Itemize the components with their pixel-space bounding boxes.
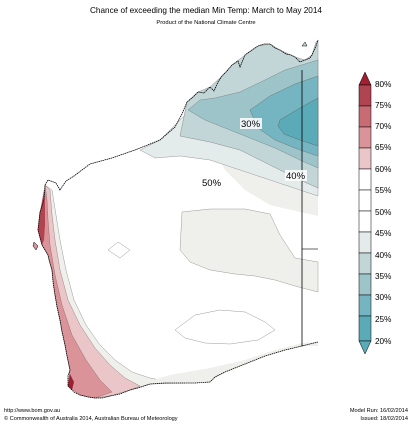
island-1 bbox=[32, 241, 39, 251]
legend-label: 40% bbox=[375, 251, 392, 260]
legend-label: 80% bbox=[375, 80, 392, 89]
legend-colorbar bbox=[358, 71, 372, 355]
legend-label: 75% bbox=[375, 101, 392, 110]
contour-label-30: 30% bbox=[241, 119, 261, 130]
legend-label: 35% bbox=[375, 272, 392, 281]
contour-label-50: 50% bbox=[202, 178, 222, 189]
legend-arrow-top bbox=[358, 71, 372, 86]
contour-label-40: 40% bbox=[286, 171, 306, 182]
legend-label: 25% bbox=[375, 315, 392, 324]
white-area-south bbox=[174, 309, 276, 345]
band-20 bbox=[277, 97, 319, 147]
legend-label: 55% bbox=[375, 186, 392, 195]
map-subtitle: Product of the National Climate Centre bbox=[156, 20, 256, 26]
island-2 bbox=[301, 41, 308, 47]
south-gray-band bbox=[140, 342, 318, 384]
footer-issued: Issued: 18/02/2014 bbox=[360, 416, 408, 422]
band-75-southwest bbox=[38, 190, 45, 245]
footer-copyright: © Commonwealth of Australia 2014, Austra… bbox=[4, 416, 178, 422]
legend-label: 70% bbox=[375, 122, 392, 131]
map-title: Chance of exceeding the median Min Temp:… bbox=[90, 6, 322, 15]
legend-arrow-bottom bbox=[358, 340, 372, 355]
central-gray-region bbox=[179, 208, 319, 293]
legend-label: 20% bbox=[375, 337, 392, 346]
legend-label: 65% bbox=[375, 143, 392, 152]
footer-model-run: Model Run: 16/02/2014 bbox=[349, 408, 408, 414]
band-80-southwest bbox=[68, 374, 74, 390]
legend-label: 30% bbox=[375, 293, 392, 302]
coastline bbox=[37, 39, 319, 399]
legend-label: 50% bbox=[375, 208, 392, 217]
legend-label: 60% bbox=[375, 165, 392, 174]
white-area-west bbox=[107, 241, 131, 259]
footer-url[interactable]: http://www.bom.gov.au bbox=[4, 408, 61, 414]
legend-label: 45% bbox=[375, 229, 392, 238]
